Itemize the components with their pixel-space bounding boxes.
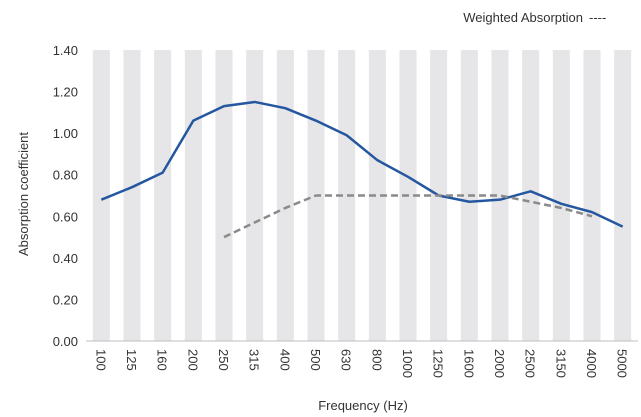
band-200 bbox=[184, 50, 202, 341]
series-line-measured bbox=[100, 100, 624, 228]
x-tick-label: 160 bbox=[155, 349, 170, 371]
legend: Weighted Absorption ---- bbox=[463, 10, 606, 25]
x-tick-label: 1250 bbox=[431, 349, 446, 378]
x-tick-label: 250 bbox=[216, 349, 231, 371]
band-3150 bbox=[552, 50, 570, 341]
x-tick-label: 1000 bbox=[400, 349, 415, 378]
x-tick-label: 125 bbox=[124, 349, 139, 371]
y-tick-label: 1.20 bbox=[53, 85, 78, 100]
band-5000 bbox=[614, 50, 632, 341]
series-lines bbox=[100, 100, 624, 239]
y-tick-label: 0.00 bbox=[53, 334, 78, 349]
x-tick-label: 100 bbox=[93, 349, 108, 371]
band-800 bbox=[368, 50, 386, 341]
series-line-weighted bbox=[223, 194, 593, 239]
y-tick-label: 0.60 bbox=[53, 209, 78, 224]
band-160 bbox=[154, 50, 172, 341]
legend-label: Weighted Absorption bbox=[463, 10, 583, 25]
x-tick-label: 800 bbox=[369, 349, 384, 371]
x-tick-label: 400 bbox=[277, 349, 292, 371]
band-4000 bbox=[583, 50, 601, 341]
x-axis-ticks: 100 125 160 200 250 315 400 500 630 800 1000 1250 16… bbox=[93, 349, 629, 378]
band-315 bbox=[246, 50, 264, 341]
y-tick-label: 1.40 bbox=[53, 43, 78, 58]
band-400 bbox=[276, 50, 294, 341]
y-tick-label: 0.80 bbox=[53, 168, 78, 183]
x-axis-title: Frequency (Hz) bbox=[318, 398, 408, 413]
band-125 bbox=[123, 50, 141, 341]
x-tick-label: 1600 bbox=[461, 349, 476, 378]
x-tick-label: 3150 bbox=[553, 349, 568, 378]
x-tick-label: 2000 bbox=[492, 349, 507, 378]
band-630 bbox=[338, 50, 356, 341]
x-tick-label: 500 bbox=[308, 349, 323, 371]
x-tick-label: 315 bbox=[247, 349, 262, 371]
x-tick-label: 630 bbox=[339, 349, 354, 371]
band-2000 bbox=[491, 50, 509, 341]
legend-marker: ---- bbox=[589, 10, 606, 25]
x-tick-label: 5000 bbox=[615, 349, 630, 378]
x-tick-label: 2500 bbox=[523, 349, 538, 378]
x-tick-label: 200 bbox=[185, 349, 200, 371]
band-2500 bbox=[522, 50, 540, 341]
x-tick-label: 4000 bbox=[584, 349, 599, 378]
y-axis-title: Absorption coefficient bbox=[16, 132, 31, 256]
y-tick-label: 0.40 bbox=[53, 251, 78, 266]
band-100 bbox=[92, 50, 110, 341]
band-250 bbox=[215, 50, 233, 341]
y-tick-label: 0.20 bbox=[53, 292, 78, 307]
y-tick-label: 1.00 bbox=[53, 126, 78, 141]
y-axis-ticks: 0.00 0.20 0.40 0.60 0.80 1.00 1.20 1.40 bbox=[53, 43, 78, 349]
